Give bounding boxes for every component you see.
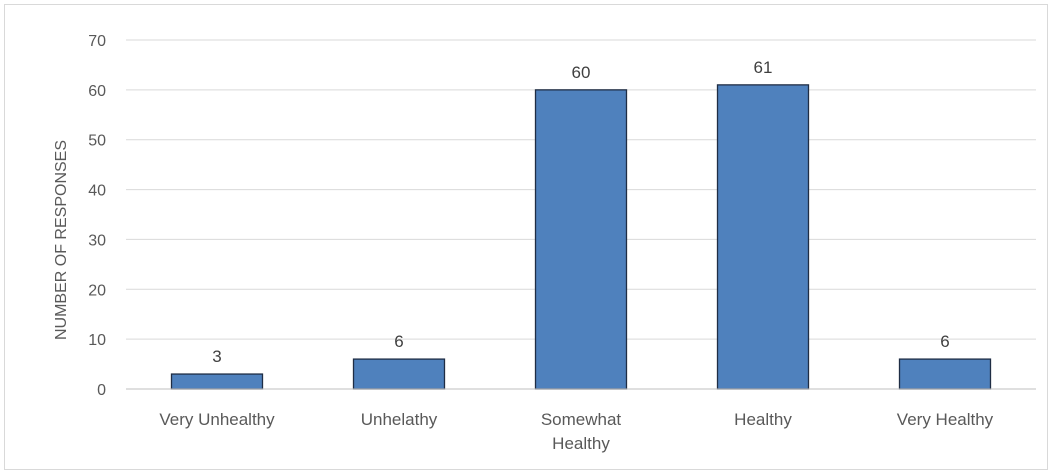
x-axis-categories: Very Unhealthy Unhelathy Somewhat Healthy He… xyxy=(159,410,993,453)
y-tick-label: 20 xyxy=(88,282,106,299)
y-axis-ticks: 0 10 20 30 40 50 60 70 xyxy=(88,33,106,399)
data-label: 6 xyxy=(940,332,949,351)
y-axis-title: NUMBER OF RESPONSES xyxy=(53,140,70,340)
data-label: 3 xyxy=(212,347,221,366)
chart-frame xyxy=(4,4,1048,470)
y-tick-label: 60 xyxy=(88,83,106,100)
y-tick-label: 30 xyxy=(88,232,106,249)
data-labels: 3 6 60 61 6 xyxy=(212,58,949,366)
y-tick-label: 70 xyxy=(88,33,106,50)
x-category-label: Very Unhealthy xyxy=(159,410,275,429)
bars xyxy=(170,84,992,390)
data-label: 61 xyxy=(754,58,773,77)
bar xyxy=(170,373,264,390)
x-category-label: Healthy xyxy=(552,434,610,453)
x-category-label: Somewhat xyxy=(541,410,622,429)
y-tick-label: 0 xyxy=(97,382,106,399)
y-tick-label: 40 xyxy=(88,183,106,200)
x-category-label: Healthy xyxy=(734,410,792,429)
y-tick-label: 10 xyxy=(88,332,106,349)
x-category-label: Very Healthy xyxy=(897,410,994,429)
bar xyxy=(534,89,628,390)
data-label: 60 xyxy=(572,63,591,82)
data-label: 6 xyxy=(394,332,403,351)
y-tick-label: 50 xyxy=(88,133,106,150)
bar xyxy=(898,358,992,390)
bar xyxy=(352,358,446,390)
bar xyxy=(716,84,810,390)
x-category-label: Unhelathy xyxy=(361,410,438,429)
